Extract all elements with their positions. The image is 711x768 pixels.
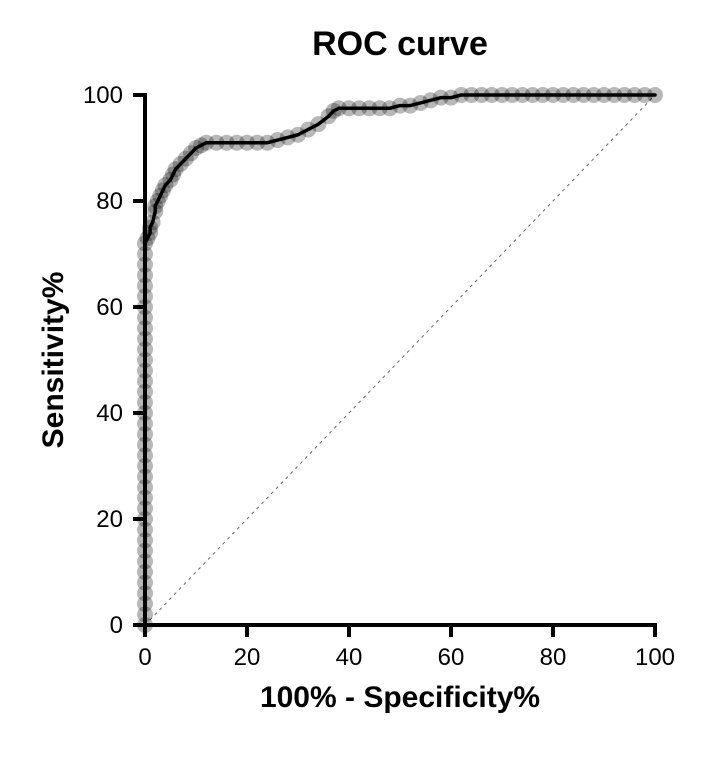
roc-chart: ROC curve 0 20 40 60 80 100 0 20 40 60 80 100 100% - … bbox=[0, 0, 711, 768]
y-tick-label: 80 bbox=[96, 188, 123, 215]
x-tick-label: 40 bbox=[336, 644, 363, 671]
y-tick-label: 0 bbox=[110, 612, 123, 639]
y-axis-label: Sensitivity% bbox=[37, 272, 70, 449]
x-tick-label: 80 bbox=[540, 644, 567, 671]
x-tick-label: 0 bbox=[138, 644, 151, 671]
x-tick-label: 60 bbox=[438, 644, 465, 671]
y-tick-label: 20 bbox=[96, 506, 123, 533]
x-tick-label: 20 bbox=[234, 644, 261, 671]
chart-svg: ROC curve 0 20 40 60 80 100 0 20 40 60 80 100 100% - … bbox=[0, 0, 711, 768]
x-axis-label: 100% - Specificity% bbox=[260, 681, 540, 714]
y-tick-label: 40 bbox=[96, 400, 123, 427]
x-tick-label: 100 bbox=[635, 644, 675, 671]
chart-title: ROC curve bbox=[312, 25, 488, 63]
y-tick-label: 100 bbox=[83, 82, 123, 109]
y-tick-label: 60 bbox=[96, 294, 123, 321]
